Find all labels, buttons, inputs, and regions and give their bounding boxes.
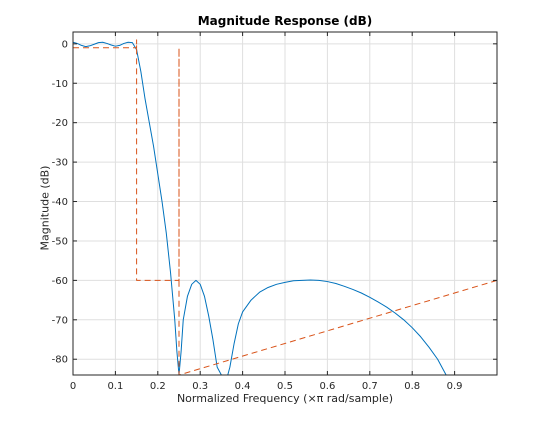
y-tick-label-6: -60 [52, 276, 68, 287]
x-tick-label-7: 0.7 [362, 381, 378, 392]
x-tick-label-8: 0.8 [404, 381, 420, 392]
series-line-1 [73, 39, 497, 375]
y-tick-label-1: -10 [52, 79, 68, 90]
x-tick-label-9: 0.9 [447, 381, 463, 392]
x-axis-label: Normalized Frequency (×π rad/sample) [176, 392, 394, 405]
x-tick-label-0: 0 [70, 381, 76, 392]
y-tick-label-5: -50 [52, 236, 68, 247]
chart-title: Magnitude Response (dB) [197, 14, 373, 28]
series-line-0 [73, 41, 489, 375]
y-tick-label-7: -70 [52, 315, 68, 326]
y-tick-label-3: -30 [52, 158, 68, 169]
y-tick-label-4: -40 [52, 197, 68, 208]
y-axis-label: Magnitude (dB) [38, 165, 52, 251]
x-tick-label-2: 0.2 [150, 381, 166, 392]
x-tick-label-4: 0.4 [235, 381, 251, 392]
x-tick-label-1: 0.1 [107, 381, 123, 392]
x-tick-label-6: 0.6 [319, 381, 335, 392]
y-tick-label-0: 0 [62, 39, 68, 50]
y-tick-label-8: -80 [52, 355, 68, 366]
x-tick-label-5: 0.5 [277, 381, 293, 392]
y-tick-label-2: -20 [52, 118, 68, 129]
x-tick-label-3: 0.3 [192, 381, 208, 392]
